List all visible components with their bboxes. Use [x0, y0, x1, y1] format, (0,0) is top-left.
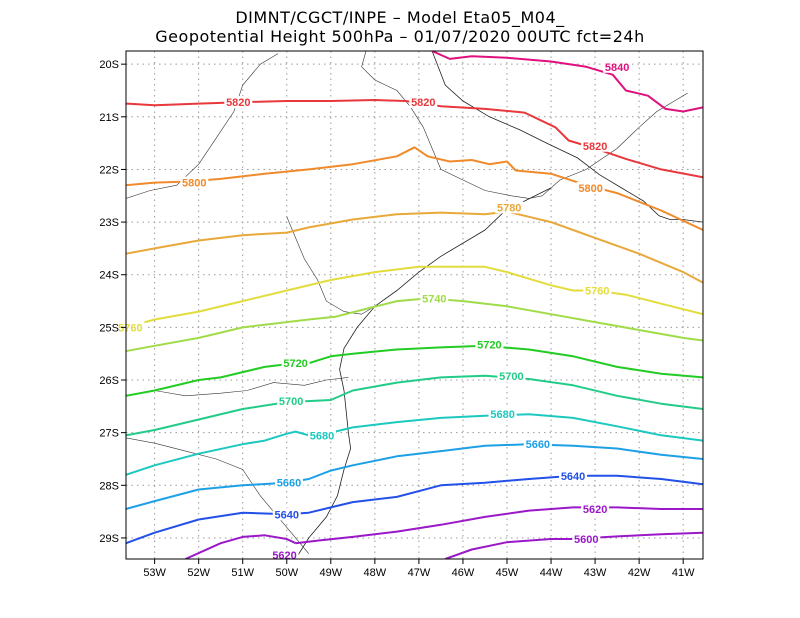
contour-5620	[295, 506, 703, 545]
x-tick-label: 44W	[540, 567, 563, 579]
contour-5800	[126, 146, 703, 231]
contour-label-bg	[116, 321, 145, 334]
contour-label-5620: 5620	[583, 504, 607, 516]
y-tick-label: 28S	[99, 480, 119, 492]
contour-label-5740: 5740	[422, 293, 446, 305]
chart-title-line1: DIMNT/CGCT/INPE – Model Eta05_M04_	[235, 8, 565, 28]
plot-frame	[125, 50, 704, 560]
contour-label-bg	[603, 60, 632, 73]
contour-label-bg	[495, 201, 524, 214]
contour-label-5760: 5760	[585, 286, 609, 298]
contour-label-bg	[581, 139, 610, 152]
x-tick-label: 50W	[275, 567, 298, 579]
y-tick-label: 27S	[99, 428, 119, 440]
state-border	[126, 377, 349, 397]
contour-label-bg	[281, 357, 310, 370]
contour-label-bg	[272, 508, 301, 521]
geography-lines	[126, 51, 703, 559]
contour-label-5820: 5820	[226, 97, 250, 109]
y-axis-ticks: 20S 21S 22S 23S 24S 25S 26S 27S 28S 29S	[99, 59, 126, 545]
y-tick-label: 29S	[99, 533, 119, 545]
contour-lines	[126, 51, 703, 559]
chart-title-line2: Geopotential Height 500hPa – 01/07/2020 …	[155, 27, 644, 46]
contour-label-5720: 5720	[283, 358, 307, 370]
contour-5820	[126, 99, 703, 179]
contour-label-bg	[497, 369, 526, 382]
contour-label-bg	[572, 532, 601, 545]
x-tick-label: 47W	[408, 567, 431, 579]
contour-label-bg	[224, 96, 253, 109]
contour-5740	[126, 297, 703, 353]
contour-5680	[126, 413, 703, 476]
contour-labels: 5840 5820 5820 5820 5800 5800 5780 5760 5760 5740…	[116, 60, 632, 562]
x-tick-label: 49W	[320, 567, 343, 579]
state-border	[361, 51, 543, 199]
y-tick-label: 21S	[99, 112, 119, 124]
contour-5660	[126, 443, 703, 510]
contour-5700	[126, 374, 703, 437]
contour-label-5700: 5700	[279, 396, 303, 408]
contour-label-5660: 5660	[526, 439, 550, 451]
x-tick-label: 53W	[143, 567, 166, 579]
contour-label-5820: 5820	[411, 97, 435, 109]
x-tick-label: 51W	[231, 567, 254, 579]
y-tick-label: 24S	[99, 270, 119, 282]
contour-5600	[444, 531, 703, 559]
x-tick-label: 52W	[187, 567, 210, 579]
contour-label-bg	[308, 429, 337, 442]
contour-label-bg	[180, 176, 209, 189]
contour-label-bg	[488, 408, 517, 421]
contour-5640	[126, 474, 703, 545]
x-tick-label: 43W	[584, 567, 607, 579]
x-tick-label: 41W	[672, 567, 695, 579]
contour-label-bg	[581, 502, 610, 515]
contour-label-bg	[274, 476, 303, 489]
contour-label-5680: 5680	[310, 430, 334, 442]
state-border	[286, 216, 376, 315]
contour-5780	[126, 210, 703, 284]
contour-label-5700: 5700	[499, 371, 523, 383]
contour-label-5820: 5820	[583, 141, 607, 153]
contour-label-5720: 5720	[477, 340, 501, 352]
grid-lines	[126, 51, 703, 559]
contour-label-5640: 5640	[561, 471, 585, 483]
contour-label-bg	[475, 338, 504, 351]
contour-label-5640: 5640	[275, 509, 299, 521]
contour-5620	[185, 534, 297, 559]
y-tick-label: 23S	[99, 217, 119, 229]
y-tick-label: 22S	[99, 164, 119, 176]
contour-label-bg	[523, 438, 552, 451]
x-tick-label: 48W	[364, 567, 387, 579]
contour-label-5800: 5800	[182, 178, 206, 190]
contour-5720	[126, 344, 703, 397]
contour-label-bg	[559, 469, 588, 482]
contour-label-bg	[277, 395, 306, 408]
contour-5840	[431, 51, 703, 113]
x-tick-label: 42W	[628, 567, 651, 579]
y-tick-label: 26S	[99, 375, 119, 387]
state-border	[126, 53, 279, 199]
x-tick-label: 46W	[452, 567, 475, 579]
contour-label-bg	[409, 96, 438, 109]
contour-label-5620: 5620	[272, 550, 296, 562]
coastline-north	[431, 51, 703, 223]
contour-label-5840: 5840	[605, 62, 629, 74]
contour-label-5800: 5800	[578, 183, 602, 195]
contour-label-5680: 5680	[490, 409, 514, 421]
contour-label-5600: 5600	[574, 534, 598, 546]
contour-label-bg	[270, 548, 299, 561]
y-tick-label: 20S	[99, 59, 119, 71]
x-axis-ticks: 53W 52W 51W 50W 49W 48W 47W 46W 45W 44W 43W 42W 41W	[143, 559, 695, 579]
contour-label-bg	[420, 292, 449, 305]
x-tick-label: 45W	[496, 567, 519, 579]
state-border	[126, 437, 310, 554]
contour-label-bg	[583, 284, 612, 297]
contour-label-5760: 5760	[118, 322, 142, 334]
contour-label-5780: 5780	[497, 202, 521, 214]
y-tick-label: 25S	[99, 322, 119, 334]
contour-label-bg	[576, 181, 605, 194]
contour-label-5660: 5660	[277, 478, 301, 490]
coastline	[295, 187, 552, 559]
